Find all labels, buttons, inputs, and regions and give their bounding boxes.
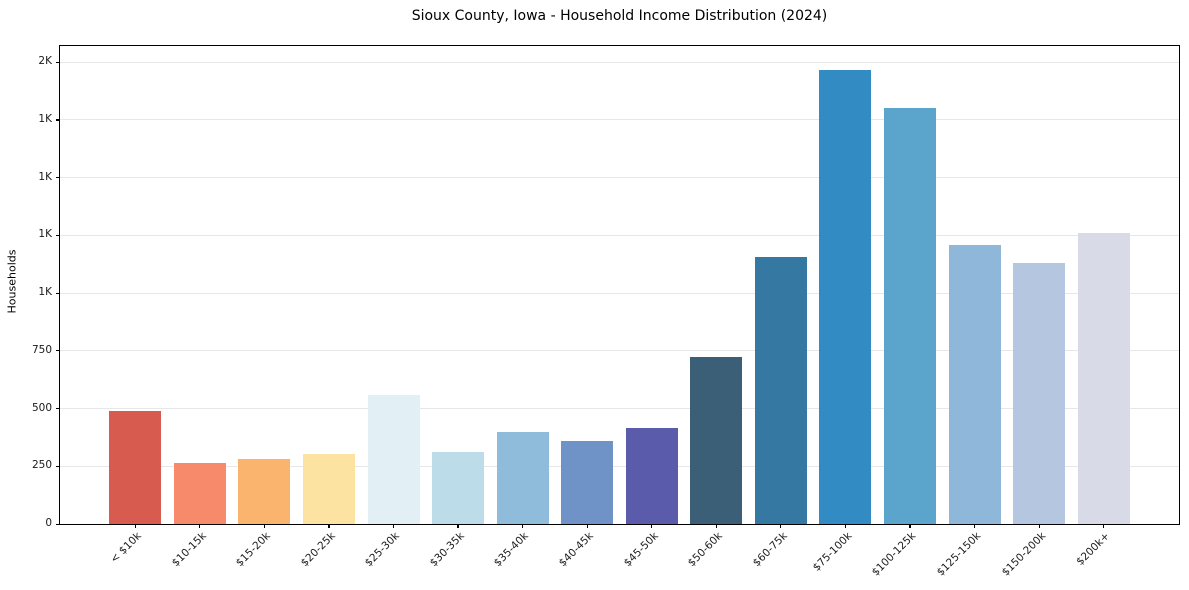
x-axis-tick [715, 524, 717, 528]
bar [109, 410, 162, 524]
x-axis-tick [586, 524, 588, 528]
y-axis-tick [56, 350, 60, 352]
bar [690, 356, 743, 524]
x-axis-tick [780, 524, 782, 528]
y-tick-label: 500 [31, 401, 52, 414]
x-tick-label: $125-150k [934, 530, 984, 579]
x-tick-label: $10-15k [169, 530, 209, 570]
bar [432, 452, 485, 524]
y-axis-label: Households [5, 249, 19, 314]
x-tick-label: $200k+ [1074, 530, 1113, 568]
bar [819, 70, 872, 524]
x-tick-label: $75-100k [810, 530, 854, 574]
x-tick-label: $60-75k [750, 530, 790, 570]
x-tick-label: $30-35k [427, 530, 467, 570]
x-tick-label: $100-125k [869, 530, 919, 579]
y-axis-tick [56, 234, 60, 237]
x-axis-tick [973, 524, 976, 528]
gridline [60, 292, 1179, 294]
bar [173, 462, 226, 524]
y-tick-label: 750 [31, 343, 52, 356]
x-axis-tick [1103, 524, 1105, 528]
y-axis-tick [56, 119, 60, 121]
y-axis-tick [56, 292, 60, 294]
chart-title: Sioux County, Iowa - Household Income Di… [411, 8, 828, 24]
y-tick-label: 1K [38, 170, 52, 183]
gridline [60, 350, 1179, 352]
bar [561, 440, 614, 524]
bar [238, 459, 291, 524]
x-axis-tick [651, 524, 653, 528]
gridline [60, 408, 1179, 410]
gridline [60, 119, 1179, 121]
y-axis-tick [56, 523, 60, 525]
bar [948, 244, 1001, 524]
bar [754, 257, 807, 524]
gridline [60, 234, 1179, 236]
gridline [60, 465, 1179, 467]
y-tick-label: 1K [38, 112, 52, 125]
x-tick-label: $45-50k [621, 530, 661, 570]
x-tick-label: $150-200k [999, 530, 1048, 579]
x-tick-label: $40-45k [556, 530, 596, 570]
bar [1013, 263, 1066, 524]
x-axis-tick [457, 524, 459, 528]
bar [1077, 233, 1130, 524]
gridline [60, 61, 1179, 63]
x-axis-tick [392, 524, 395, 528]
x-axis-tick [263, 524, 265, 528]
x-tick-label: $15-20k [233, 530, 273, 570]
bar [884, 108, 937, 524]
bar [302, 453, 355, 524]
gridline [60, 177, 1179, 179]
y-axis-tick [56, 177, 60, 179]
y-axis-tick [56, 465, 60, 467]
y-tick-label: 250 [31, 459, 52, 472]
x-tick-label: $35-40k [492, 530, 532, 570]
bar [496, 431, 549, 524]
x-axis-tick [199, 524, 201, 528]
y-tick-label: 1K [38, 286, 52, 299]
x-tick-label: $25-30k [362, 530, 403, 570]
bar [625, 428, 678, 524]
y-axis-tick [56, 61, 60, 63]
x-axis-tick [522, 524, 524, 528]
y-tick-label: 0 [45, 517, 52, 529]
x-tick-label: $50-60k [685, 530, 725, 570]
x-axis-tick [1038, 524, 1040, 528]
x-axis-tick [909, 524, 911, 528]
y-axis-tick [56, 408, 60, 410]
x-tick-label: < $10k [108, 530, 144, 566]
x-axis-tick [844, 524, 847, 528]
x-axis-tick [134, 524, 136, 528]
x-tick-label: $20-25k [298, 530, 338, 570]
y-tick-label: 2K [38, 55, 52, 68]
y-tick-label: 1K [38, 228, 52, 241]
x-axis-tick [328, 524, 330, 528]
bar [367, 394, 420, 524]
plot-area: 0 250 500 750 1K 1K 1K 1K 2K < $10k $10-15k $15-20k… [32, 45, 1180, 579]
